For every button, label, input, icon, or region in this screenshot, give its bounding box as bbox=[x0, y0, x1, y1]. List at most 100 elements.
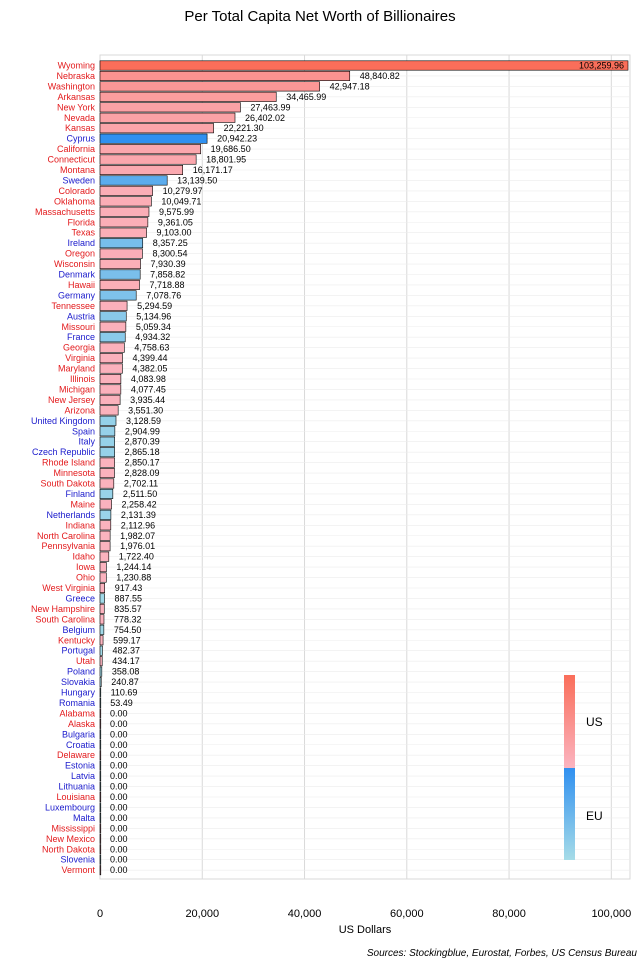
category-label: Louisiana bbox=[56, 792, 95, 802]
bar-wyoming bbox=[99, 60, 629, 71]
x-axis-ticks: 0 20,000 40,000 60,000 80,000 100,000 bbox=[97, 908, 631, 920]
value-label: 2,258.42 bbox=[122, 499, 157, 509]
value-label: 5,134.96 bbox=[136, 311, 171, 321]
category-label: Arizona bbox=[64, 405, 95, 415]
bar-nebraska bbox=[99, 70, 351, 81]
bar-georgia bbox=[99, 342, 125, 353]
category-label: New Mexico bbox=[46, 834, 95, 844]
bar-slovakia bbox=[99, 677, 102, 688]
chart-title: Per Total Capita Net Worth of Billionair… bbox=[184, 8, 455, 25]
value-label: 9,103.00 bbox=[157, 228, 192, 238]
bar-hawaii bbox=[99, 279, 140, 290]
legend-swatch-eu bbox=[564, 768, 575, 860]
category-label: Austria bbox=[67, 311, 95, 321]
value-label: 3,551.30 bbox=[128, 405, 163, 415]
bar-hungary bbox=[99, 687, 102, 698]
value-label: 103,259.96 bbox=[579, 61, 624, 71]
bar-finland bbox=[99, 488, 114, 499]
category-label: California bbox=[57, 144, 95, 154]
category-label: Delaware bbox=[57, 750, 95, 760]
category-label: Romania bbox=[59, 698, 95, 708]
legend: US EU bbox=[564, 675, 603, 860]
bar-vermont bbox=[99, 865, 102, 876]
bar-austria bbox=[99, 311, 127, 322]
bar-estonia bbox=[99, 760, 102, 771]
value-label: 1,722.40 bbox=[119, 552, 154, 562]
category-label: Greece bbox=[65, 593, 95, 603]
value-label: 9,575.99 bbox=[159, 207, 194, 217]
category-label: Colorado bbox=[58, 186, 95, 196]
category-label: Poland bbox=[67, 667, 95, 677]
value-label: 240.87 bbox=[111, 677, 139, 687]
value-label: 10,049.71 bbox=[161, 196, 201, 206]
value-label: 0.00 bbox=[110, 761, 128, 771]
bar-oklahoma bbox=[99, 196, 152, 207]
value-label: 53.49 bbox=[110, 698, 133, 708]
category-label: Hungary bbox=[61, 688, 96, 698]
x-tick-label: 20,000 bbox=[185, 908, 219, 920]
category-label: Washington bbox=[48, 81, 95, 91]
category-label: Kentucky bbox=[58, 635, 96, 645]
category-label: Connecticut bbox=[47, 155, 95, 165]
category-label: Malta bbox=[73, 813, 95, 823]
value-label: 4,077.45 bbox=[131, 384, 166, 394]
value-label: 13,139.50 bbox=[177, 175, 217, 185]
x-tick-label: 0 bbox=[97, 908, 103, 920]
bar-wisconsin bbox=[99, 259, 141, 270]
value-label: 0.00 bbox=[110, 802, 128, 812]
value-label: 2,131.39 bbox=[121, 510, 156, 520]
bar-malta bbox=[99, 812, 102, 823]
category-label: New York bbox=[57, 102, 96, 112]
category-label: Sweden bbox=[62, 175, 95, 185]
bar-iowa bbox=[99, 562, 107, 573]
bar-north-dakota bbox=[99, 844, 102, 855]
value-label: 8,357.25 bbox=[153, 238, 188, 248]
value-label: 2,850.17 bbox=[125, 458, 160, 468]
category-label: South Dakota bbox=[40, 479, 95, 489]
value-label: 434.17 bbox=[112, 656, 140, 666]
bar-north-carolina bbox=[99, 530, 111, 541]
value-label: 19,686.50 bbox=[211, 144, 251, 154]
bar-denmark bbox=[99, 269, 141, 280]
bars bbox=[99, 60, 629, 876]
value-label: 22,221.30 bbox=[224, 123, 264, 133]
category-label: North Carolina bbox=[37, 531, 95, 541]
bar-mississippi bbox=[99, 823, 102, 834]
bar-california bbox=[99, 144, 201, 155]
value-label: 1,244.14 bbox=[116, 562, 151, 572]
bar-italy bbox=[99, 436, 115, 447]
bar-netherlands bbox=[99, 509, 112, 520]
value-label: 835.57 bbox=[114, 604, 142, 614]
value-label: 7,858.82 bbox=[150, 270, 185, 280]
value-label: 2,865.18 bbox=[125, 447, 160, 457]
category-label: Indiana bbox=[65, 520, 95, 530]
category-label: Oregon bbox=[65, 249, 95, 259]
category-label: Estonia bbox=[65, 761, 95, 771]
bar-nevada bbox=[99, 112, 236, 123]
bar-utah bbox=[99, 656, 103, 667]
bar-indiana bbox=[99, 520, 112, 531]
category-label: Alaska bbox=[68, 719, 95, 729]
bar-cyprus bbox=[99, 133, 208, 144]
bar-bulgaria bbox=[99, 729, 102, 740]
value-label: 482.37 bbox=[112, 646, 140, 656]
legend-swatch-us bbox=[564, 675, 575, 768]
bar-poland bbox=[99, 666, 103, 677]
category-label: Vermont bbox=[61, 865, 95, 875]
category-label: Texas bbox=[71, 228, 95, 238]
bar-florida bbox=[99, 217, 149, 228]
bar-delaware bbox=[99, 750, 102, 761]
category-label: Michigan bbox=[59, 384, 95, 394]
category-label: Maine bbox=[70, 499, 95, 509]
category-label: Slovakia bbox=[61, 677, 95, 687]
value-label: 1,976.01 bbox=[120, 541, 155, 551]
bar-idaho bbox=[99, 551, 110, 562]
value-label: 26,402.02 bbox=[245, 113, 285, 123]
bar-belgium bbox=[99, 624, 105, 635]
bar-germany bbox=[99, 290, 137, 301]
value-label: 9,361.05 bbox=[158, 217, 193, 227]
value-label: 3,935.44 bbox=[130, 395, 165, 405]
value-label: 358.08 bbox=[112, 667, 140, 677]
category-label: Germany bbox=[58, 290, 96, 300]
